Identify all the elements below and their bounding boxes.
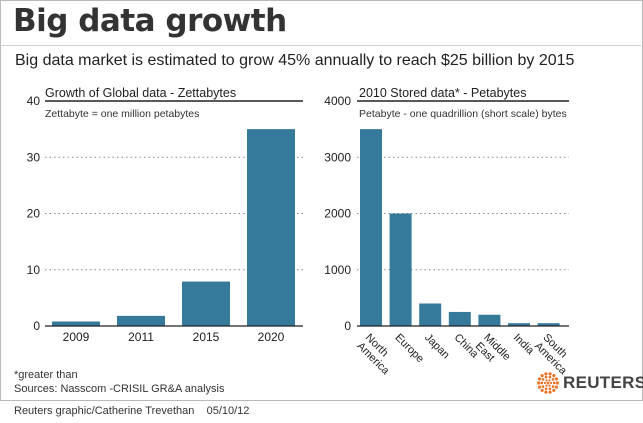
- logo-dot: [548, 387, 552, 391]
- logo-dot: [551, 385, 555, 388]
- bar: [360, 129, 382, 326]
- logo-dot: [548, 372, 552, 376]
- logo-dot: [548, 384, 551, 387]
- x-tick-label: 2011: [128, 330, 154, 344]
- logo-dot: [537, 377, 542, 381]
- bar: [478, 314, 501, 326]
- logo-dot: [552, 388, 556, 392]
- graphic-credit: Reuters graphic/Catherine Trevethan 05/1…: [14, 405, 250, 417]
- x-tick-label: India: [511, 332, 537, 358]
- logo-dot: [552, 381, 556, 385]
- logo-dot: [552, 374, 556, 378]
- logo-dot: [548, 390, 552, 394]
- sources-note: Sources: Nasscom -CRISIL GR&A analysis: [14, 383, 225, 395]
- graphic-frame: [0, 0, 643, 401]
- bar: [182, 281, 230, 326]
- bar: [448, 311, 471, 326]
- logo-dot: [554, 385, 559, 389]
- charts-canvas: Growth of Global data - Zettabytes Zettab…: [27, 86, 578, 378]
- page-subtitle: Big data market is estimated to grow 45%…: [15, 52, 575, 69]
- logo-dot: [555, 381, 559, 385]
- x-tick-label: Japan: [422, 332, 452, 362]
- y-tick-label: 4000: [324, 94, 351, 108]
- logo-dot: [548, 375, 552, 379]
- logo-dot: [540, 374, 544, 378]
- page-title: Big data growth: [13, 3, 287, 39]
- chart-stored-data: 2010 Stored data* - Petabytes Petabyte - …: [324, 86, 578, 378]
- x-tick-label-line: Europe: [392, 332, 426, 366]
- title-divider: [0, 45, 641, 46]
- x-tick-label: 2015: [193, 330, 220, 344]
- y-tick-label: 3000: [324, 150, 351, 164]
- logo-dot: [541, 385, 545, 388]
- y-tick-label: 1000: [324, 263, 351, 277]
- y-tick-label: 10: [27, 263, 41, 277]
- bar: [508, 323, 530, 326]
- x-tick-label-line: Japan: [422, 332, 452, 362]
- chart-title: 2010 Stored data* - Petabytes: [359, 86, 526, 100]
- logo-dot: [544, 372, 548, 376]
- x-tick-label: Europe: [392, 332, 426, 366]
- bar: [389, 213, 412, 326]
- logo-dot: [554, 377, 559, 381]
- logo-dot: [549, 381, 553, 385]
- x-tick-label: 2009: [63, 330, 90, 344]
- logo-dot: [541, 378, 545, 381]
- bar: [419, 303, 442, 326]
- bar: [117, 315, 165, 326]
- x-tick-label: SouthAmerica: [532, 332, 578, 378]
- logo-dot: [537, 385, 542, 389]
- logo-dot: [545, 379, 548, 382]
- logo-dot: [544, 387, 548, 391]
- footnote-greater-than: *greater than: [14, 369, 78, 381]
- y-tick-label: 0: [344, 319, 351, 333]
- chart-subtitle: Petabyte - one quadrillion (short scale)…: [359, 108, 567, 120]
- logo-dot: [540, 388, 544, 392]
- chart-subtitle: Zettabyte = one million petabytes: [45, 108, 199, 120]
- reuters-logo: REUTERS: [537, 372, 643, 394]
- reuters-dots-icon: [537, 372, 559, 394]
- y-tick-label: 30: [27, 150, 41, 164]
- logo-dot: [540, 381, 544, 385]
- chart-global-data: Growth of Global data - Zettabytes Zettab…: [27, 86, 303, 344]
- reuters-wordmark: REUTERS: [563, 373, 643, 392]
- logo-dot: [551, 378, 555, 381]
- y-tick-label: 2000: [324, 207, 351, 221]
- bar: [537, 323, 560, 326]
- logo-dot: [537, 381, 541, 385]
- x-tick-label: MiddleEast: [473, 332, 513, 372]
- logo-dot: [544, 375, 548, 379]
- y-tick-label: 20: [27, 207, 41, 221]
- y-tick-label: 0: [33, 319, 40, 333]
- logo-dot: [545, 384, 548, 387]
- logo-dot: [548, 379, 551, 382]
- y-tick-label: 40: [27, 94, 41, 108]
- bar: [52, 321, 100, 326]
- bar: [247, 129, 295, 326]
- x-tick-label: 2020: [258, 330, 285, 344]
- logo-dot: [544, 390, 548, 394]
- chart-title: Growth of Global data - Zettabytes: [45, 86, 236, 100]
- logo-dot: [543, 381, 547, 385]
- x-tick-label-line: India: [511, 332, 537, 358]
- logo-dot: [546, 381, 550, 385]
